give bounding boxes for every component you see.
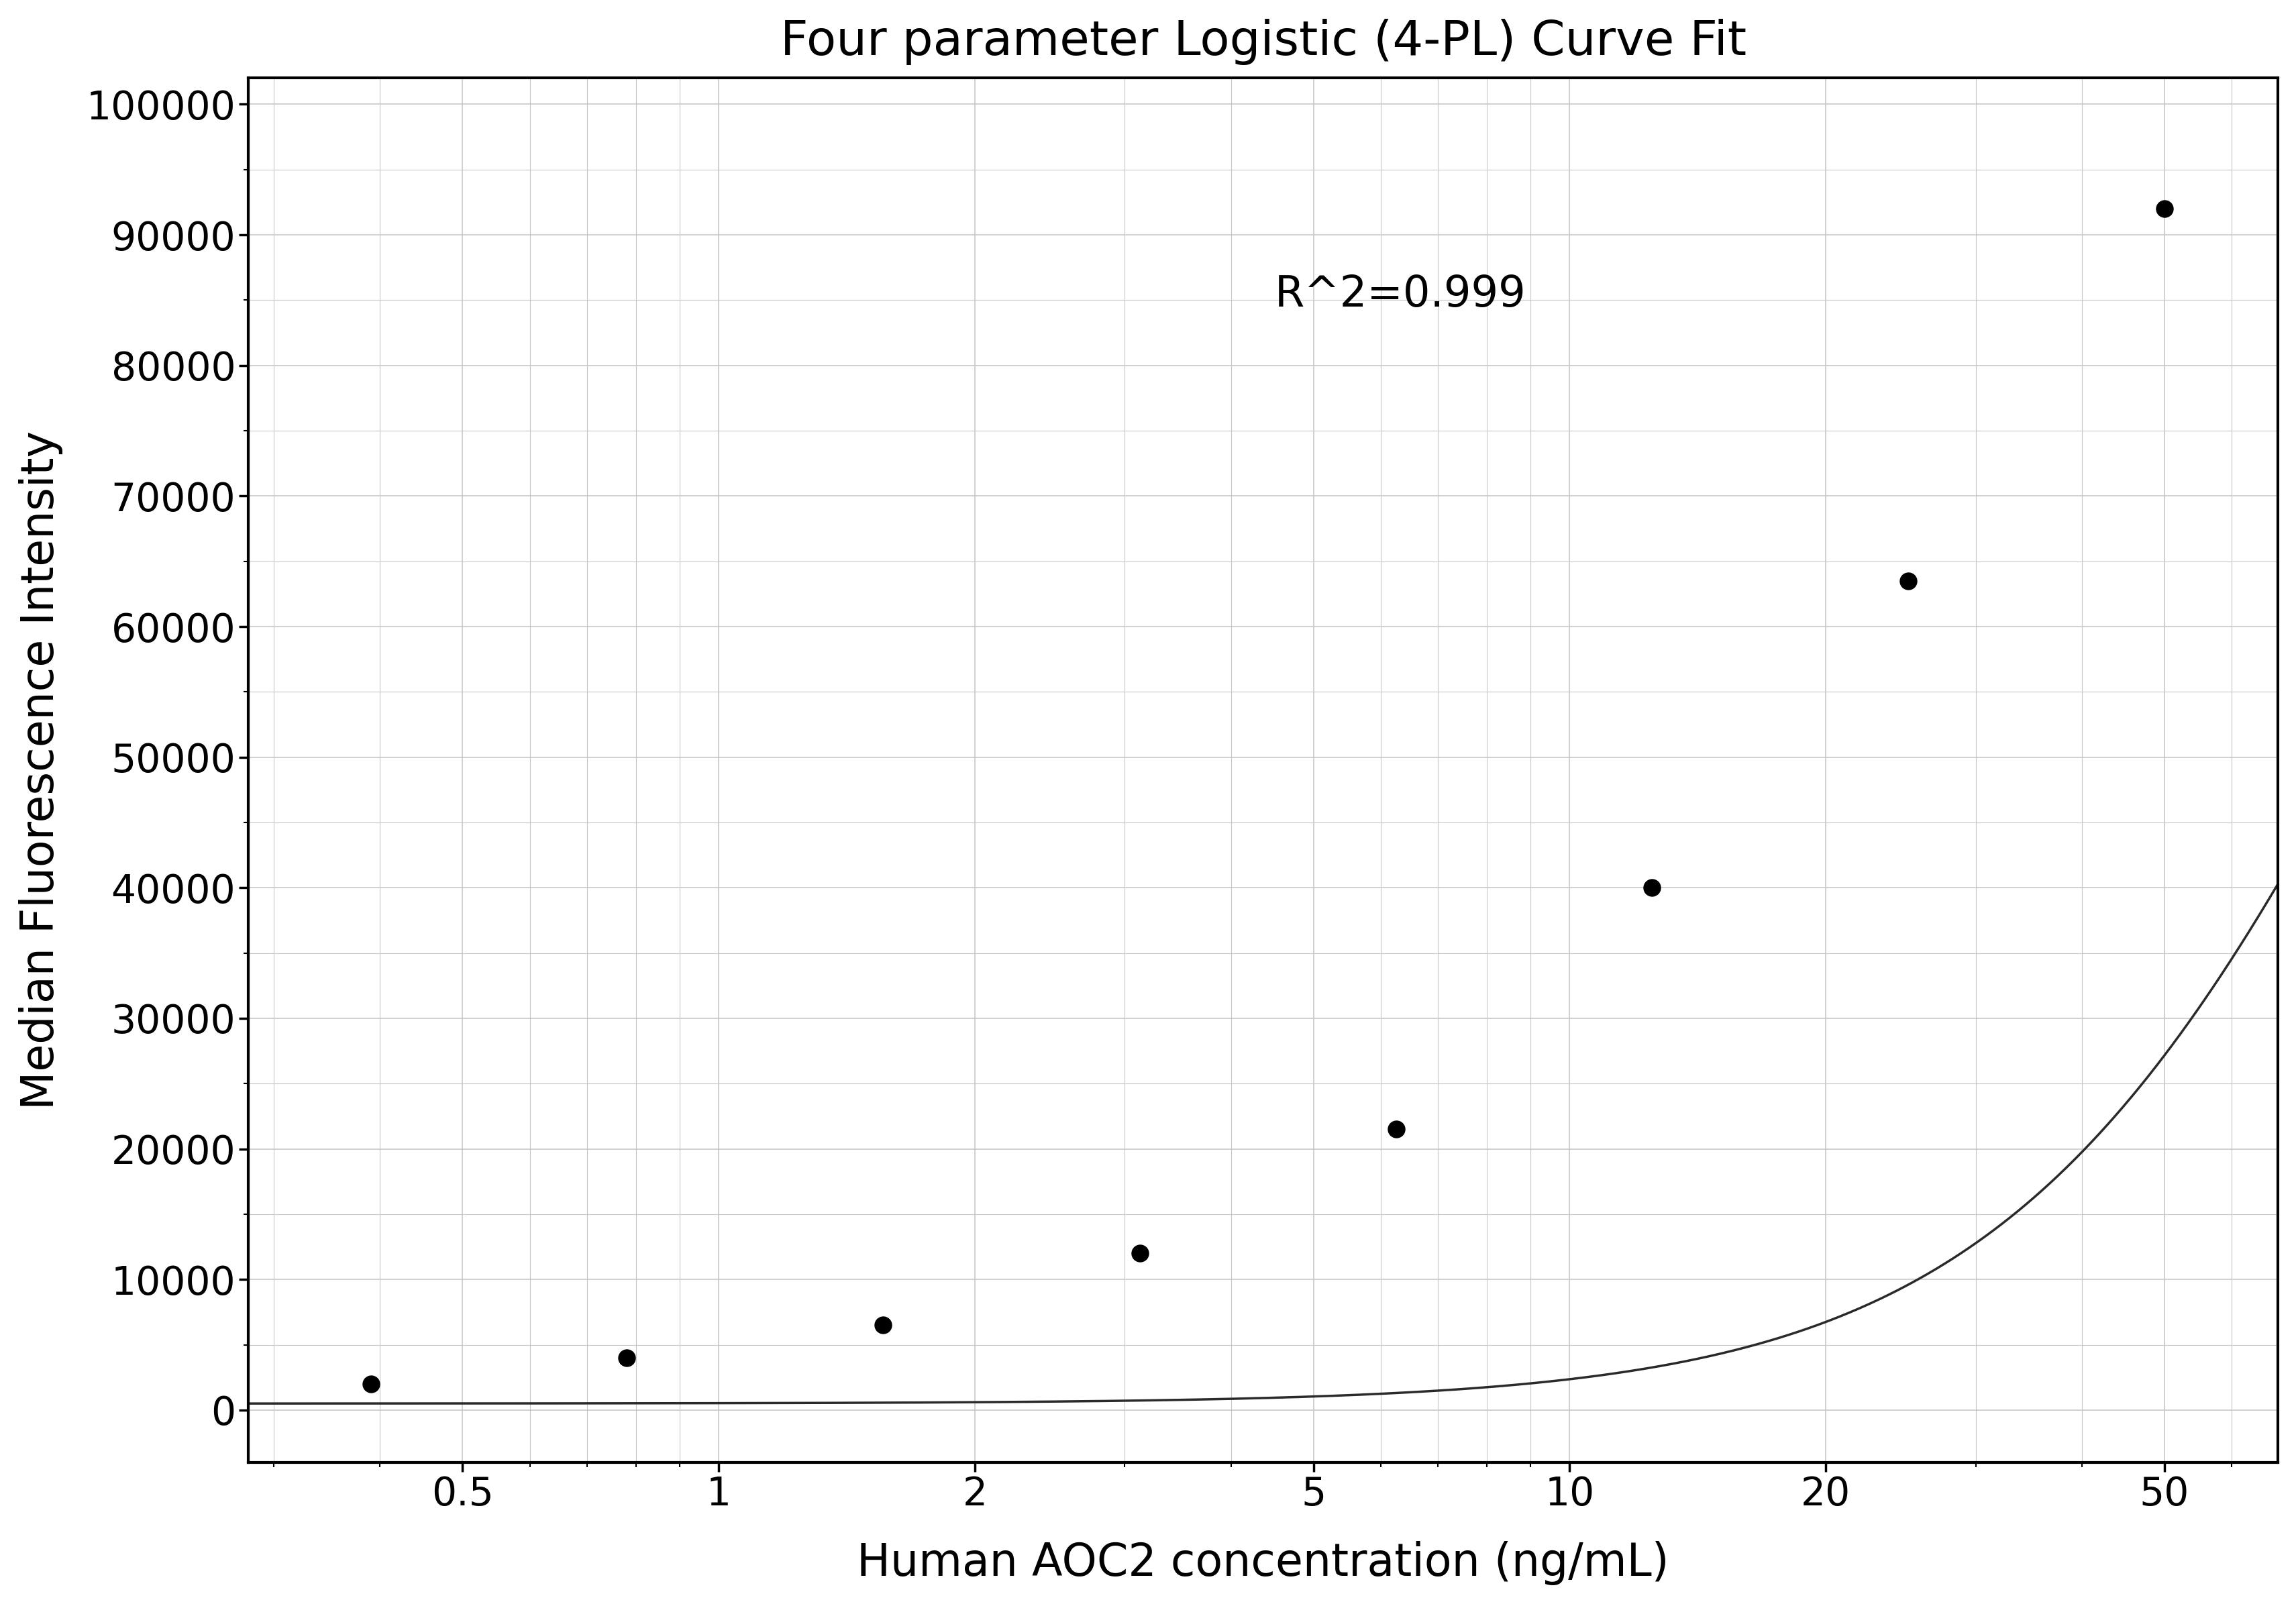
- X-axis label: Human AOC2 concentration (ng/mL): Human AOC2 concentration (ng/mL): [856, 1541, 1669, 1585]
- Text: R^2=0.999: R^2=0.999: [1274, 274, 1525, 316]
- Y-axis label: Median Fluorescence Intensity: Median Fluorescence Intensity: [18, 431, 62, 1110]
- Title: Four parameter Logistic (4-PL) Curve Fit: Four parameter Logistic (4-PL) Curve Fit: [781, 19, 1745, 64]
